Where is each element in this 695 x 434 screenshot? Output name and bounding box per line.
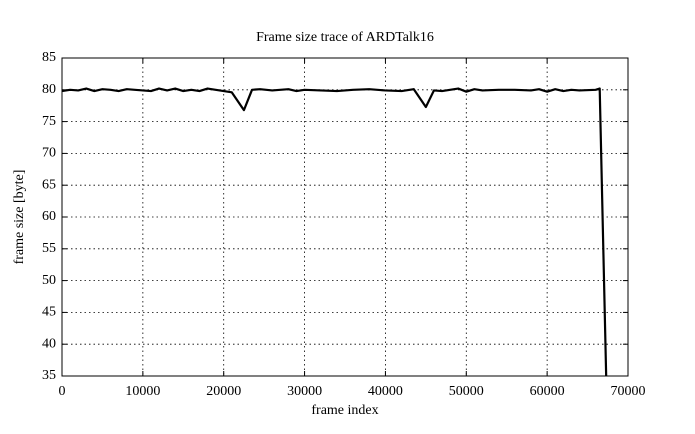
y-tick-label: 35 — [42, 368, 56, 383]
plot-frame — [61, 57, 629, 377]
y-tick-label: 65 — [42, 177, 56, 192]
y-tick-label: 80 — [42, 82, 56, 97]
y-tick-label: 40 — [42, 336, 56, 351]
x-tick-label: 70000 — [611, 384, 646, 399]
y-tick-label: 50 — [42, 273, 56, 288]
data-line — [61, 87, 608, 377]
chart-title: Frame size trace of ARDTalk16 — [256, 30, 434, 45]
y-axis-label: frame size [byte] — [12, 170, 27, 265]
x-axis-label: frame index — [311, 403, 378, 418]
x-tick-label: 10000 — [125, 384, 160, 399]
y-tick-label: 55 — [42, 241, 56, 256]
x-tick-label: 20000 — [206, 384, 241, 399]
x-tick-label: 50000 — [449, 384, 484, 399]
x-tick-label: 40000 — [368, 384, 403, 399]
y-tick-label: 75 — [42, 114, 56, 129]
y-tick-label: 45 — [42, 305, 56, 320]
y-tick-label: 70 — [42, 146, 56, 161]
x-tick-label: 30000 — [287, 384, 322, 399]
x-tick-label: 60000 — [530, 384, 565, 399]
y-tick-label: 85 — [42, 50, 56, 65]
y-tick-label: 60 — [42, 209, 56, 224]
x-tick-label: 0 — [59, 384, 66, 399]
